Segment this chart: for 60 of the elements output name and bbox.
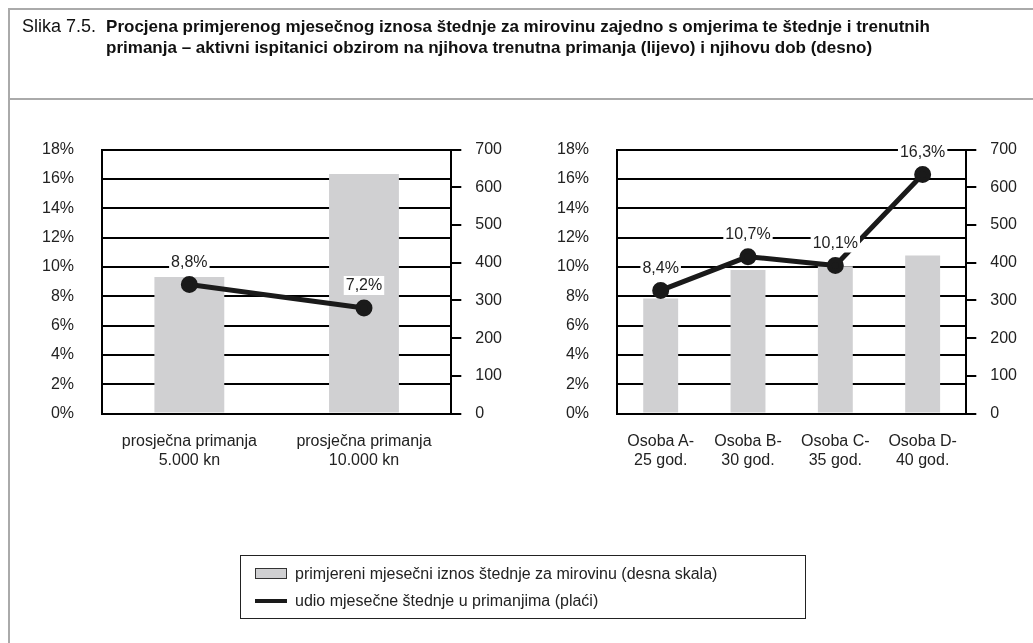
y-tick-label: 0% (50, 404, 75, 422)
x-tick-label: Osoba A- 25 god. (627, 431, 695, 468)
y2-tick-label: 0 (475, 404, 485, 422)
y-tick-label: 6% (50, 316, 75, 334)
point (826, 256, 844, 274)
y2-tick-label: 400 (990, 253, 1018, 271)
y2-tick-label: 600 (990, 177, 1018, 195)
y-tick-label: 18% (41, 140, 75, 158)
y2-tick-label: 200 (990, 328, 1018, 346)
x-tick-label: prosječna primanja 10.000 kn (296, 431, 432, 468)
y2-tick-label: 400 (475, 253, 503, 271)
y-tick-label: 12% (41, 228, 75, 246)
y-tick-label: 8% (50, 286, 75, 304)
y2-tick-label: 600 (475, 177, 503, 195)
data-label: 8,4% (642, 258, 679, 276)
x-tick-label: Osoba D- 40 god. (888, 431, 957, 468)
y-tick-label: 2% (50, 374, 75, 392)
y-tick-label: 6% (565, 316, 590, 334)
y-tick-label: 4% (565, 345, 590, 363)
point (652, 281, 670, 299)
y-tick-label: 16% (556, 169, 590, 187)
y-tick-label: 10% (41, 257, 75, 275)
y-tick-label: 18% (556, 140, 590, 158)
y2-tick-label: 300 (475, 290, 503, 308)
chart-subtitle: Slika 7.5. (22, 16, 97, 38)
y-tick-label: 2% (565, 374, 590, 392)
y-tick-label: 14% (41, 198, 75, 216)
y-tick-label: 4% (50, 345, 75, 363)
bar (905, 255, 941, 413)
bar (643, 298, 679, 413)
y-tick-label: 12% (556, 228, 590, 246)
y2-tick-label: 200 (475, 328, 503, 346)
y2-tick-label: 100 (990, 366, 1018, 384)
y2-tick-label: 500 (990, 215, 1018, 233)
text: Procjena primjerenog mjesečnog iznosa štednje za mirovinu zajedno s omjerima te štednje i trenutnih primanja – aktivni ispitanici obzirom na njihova trenutna primanja (lijevo) i njihovu dob (desno) (106, 16, 931, 58)
y2-tick-label: 100 (475, 366, 503, 384)
y-tick-label: 14% (556, 198, 590, 216)
y-tick-label: 8% (565, 286, 590, 304)
data-label: 10,1% (812, 233, 859, 251)
y-tick-label: 10% (556, 257, 590, 275)
legend-label: primjereni mjesečni iznos štednje za mirovinu (desna skala) (295, 564, 718, 584)
x-tick-label: prosječna primanja 5.000 kn (121, 431, 258, 468)
bar (817, 266, 853, 413)
y2-tick-label: 500 (475, 215, 503, 233)
y-tick-label: 0% (565, 404, 590, 422)
y2-tick-label: 700 (475, 140, 503, 158)
data-label: 16,3% (899, 142, 946, 160)
x-tick-label: Osoba B- 30 god. (714, 431, 782, 468)
bar (730, 269, 766, 413)
y-tick-label: 16% (41, 169, 75, 187)
data-label: 10,7% (725, 225, 771, 243)
point (914, 166, 932, 184)
legend-label: udio mjesečne štednje u primanjima (plaći) (295, 591, 599, 611)
data-label: 8,8% (171, 252, 208, 270)
y2-tick-label: 0 (990, 404, 1000, 422)
y2-tick-label: 300 (990, 290, 1018, 308)
y2-tick-label: 700 (990, 140, 1018, 158)
data-label: 7,2% (345, 276, 383, 294)
point (739, 248, 757, 266)
x-tick-label: Osoba C- 35 god. (801, 431, 870, 468)
